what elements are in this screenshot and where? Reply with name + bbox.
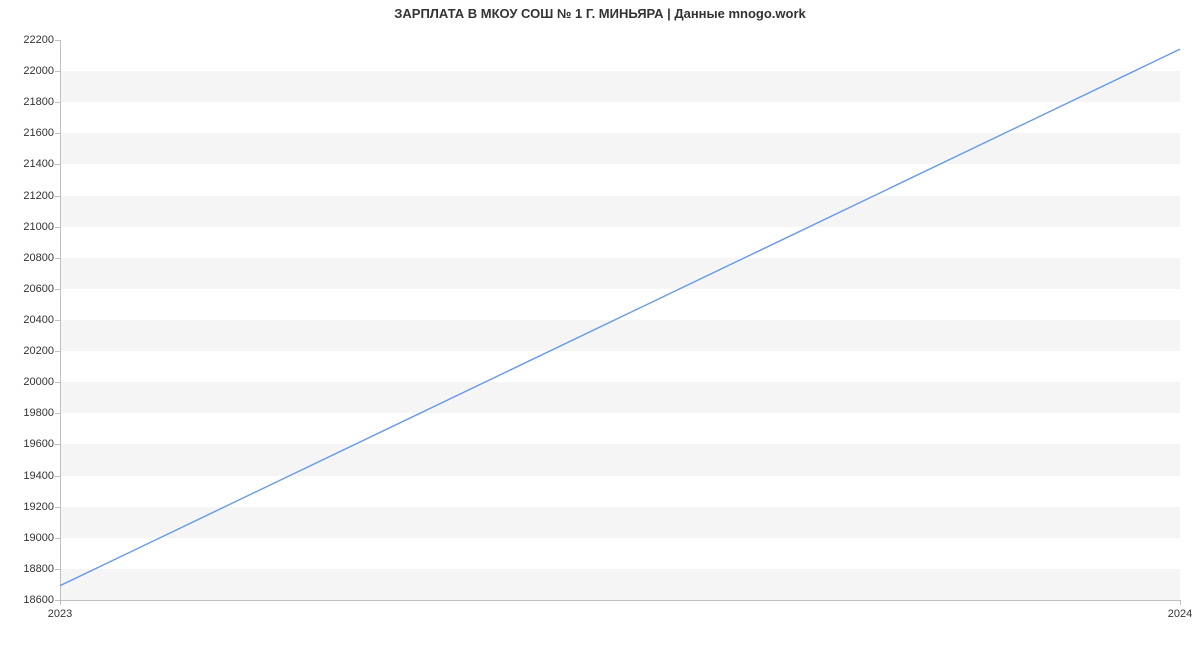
y-tick-label: 21000 [23, 221, 54, 233]
y-tick-label: 21400 [23, 158, 54, 170]
x-tick-mark [60, 600, 61, 605]
x-tick-mark [1180, 600, 1181, 605]
y-tick-label: 20600 [23, 283, 54, 295]
y-tick-label: 18800 [23, 563, 54, 575]
y-tick-label: 22200 [23, 34, 54, 46]
y-tick-label: 21800 [23, 96, 54, 108]
y-tick-label: 20200 [23, 345, 54, 357]
y-tick-label: 18600 [23, 594, 54, 606]
y-tick-label: 21600 [23, 127, 54, 139]
y-tick-label: 20800 [23, 252, 54, 264]
y-tick-label: 19800 [23, 407, 54, 419]
chart-title: ЗАРПЛАТА В МКОУ СОШ № 1 Г. МИНЬЯРА | Дан… [0, 6, 1200, 21]
y-tick-label: 19400 [23, 470, 54, 482]
y-tick-label: 21200 [23, 190, 54, 202]
line-layer [60, 40, 1180, 600]
x-axis-line [60, 600, 1180, 601]
x-tick-label: 2023 [48, 608, 72, 620]
plot-area: 1860018800190001920019400196001980020000… [60, 40, 1180, 600]
y-tick-label: 19200 [23, 501, 54, 513]
y-tick-label: 19600 [23, 438, 54, 450]
y-tick-label: 20400 [23, 314, 54, 326]
series-salary [60, 49, 1180, 586]
x-tick-label: 2024 [1168, 608, 1192, 620]
y-tick-label: 22000 [23, 65, 54, 77]
salary-line-chart: ЗАРПЛАТА В МКОУ СОШ № 1 Г. МИНЬЯРА | Дан… [0, 0, 1200, 650]
y-tick-label: 19000 [23, 532, 54, 544]
y-tick-label: 20000 [23, 376, 54, 388]
